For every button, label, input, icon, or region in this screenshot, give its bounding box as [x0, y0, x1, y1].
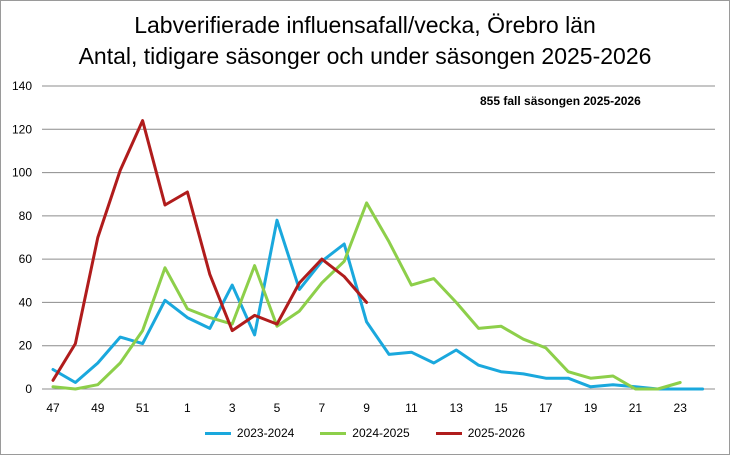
legend: 2023-2024 2024-2025 2025-2026 [0, 426, 730, 440]
gridlines [42, 85, 715, 390]
legend-item-2024-2025: 2024-2025 [320, 426, 410, 440]
x-tick-label: 3 [229, 401, 236, 415]
series-line-2023-2024 [51, 218, 705, 391]
y-tick-label: 80 [19, 209, 33, 223]
y-tick-label: 40 [19, 295, 33, 309]
x-tick-label: 21 [629, 401, 643, 415]
legend-label-2024-2025: 2024-2025 [352, 426, 410, 440]
series-lines [51, 119, 705, 391]
y-tick-label: 140 [12, 79, 32, 93]
x-tick-label: 1 [184, 401, 191, 415]
x-tick-label: 9 [363, 401, 370, 415]
x-tick-label: 17 [539, 401, 553, 415]
x-tick-label: 51 [136, 401, 150, 415]
series-line-2025-2026 [51, 119, 369, 382]
chart-title-line1: Labverifierade influensafall/vecka, Öreb… [134, 12, 596, 38]
x-tick-label: 15 [494, 401, 508, 415]
legend-swatch-2023-2024 [204, 431, 231, 435]
x-tick-label: 13 [450, 401, 464, 415]
x-tick-label: 19 [584, 401, 598, 415]
y-axis-ticks: 0 20 40 60 80 100 120 140 [12, 79, 32, 396]
x-axis-ticks: 47 49 51 1 3 5 7 9 11 13 15 17 19 21 23 [46, 401, 687, 415]
x-tick-label: 49 [91, 401, 105, 415]
legend-item-2023-2024: 2023-2024 [204, 426, 295, 440]
y-tick-label: 60 [19, 252, 33, 266]
y-tick-label: 0 [25, 382, 32, 396]
y-tick-label: 20 [19, 339, 33, 353]
chart-title: Labverifierade influensafall/vecka, Öreb… [0, 10, 730, 72]
series-line-2024-2025 [51, 201, 682, 391]
x-tick-label: 23 [674, 401, 688, 415]
x-tick-label: 5 [274, 401, 281, 415]
legend-item-2025-2026: 2025-2026 [435, 426, 526, 440]
x-tick-label: 11 [405, 401, 418, 415]
legend-label-2023-2024: 2023-2024 [236, 426, 295, 440]
y-tick-label: 100 [12, 166, 32, 180]
x-tick-label: 47 [46, 401, 60, 415]
season-total-annotation: 855 fall säsongen 2025-2026 [480, 94, 641, 108]
y-tick-label: 120 [12, 122, 32, 136]
x-tick-label: 7 [318, 401, 325, 415]
chart-title-line2: Antal, tidigare säsonger och under säson… [78, 43, 652, 69]
legend-swatch-2024-2025 [320, 431, 347, 435]
legend-swatch-2025-2026 [435, 431, 462, 435]
legend-label-2025-2026: 2025-2026 [467, 426, 526, 440]
